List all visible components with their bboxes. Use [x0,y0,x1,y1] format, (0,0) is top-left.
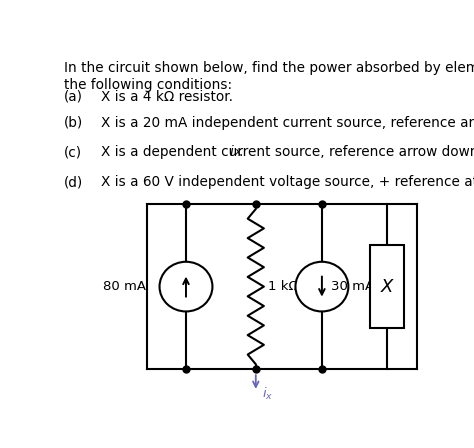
Text: .: . [238,145,243,159]
Text: X: X [381,278,393,296]
Text: x: x [234,147,241,157]
Text: X is a dependent current source, reference arrow downward, labelled 2: X is a dependent current source, referen… [101,145,474,159]
Text: (a): (a) [64,90,83,104]
Circle shape [160,262,212,311]
Text: In the circuit shown below, find the power absorbed by element X for
the followi: In the circuit shown below, find the pow… [64,61,474,91]
Text: X is a 4 kΩ resistor.: X is a 4 kΩ resistor. [101,90,234,104]
Text: (b): (b) [64,116,83,130]
Text: 80 mA: 80 mA [102,280,146,293]
Text: X is a 60 V independent voltage source, + reference at top.: X is a 60 V independent voltage source, … [101,175,474,189]
Bar [370,245,404,328]
Text: X is a 20 mA independent current source, reference arrow downward.: X is a 20 mA independent current source,… [101,116,474,130]
Text: i: i [229,145,233,159]
Text: 1 kΩ: 1 kΩ [267,280,298,293]
Text: $i_x$: $i_x$ [263,386,273,402]
Circle shape [295,262,348,311]
Text: 30 mA: 30 mA [331,280,374,293]
Text: (c): (c) [64,145,82,159]
Text: (d): (d) [64,175,83,189]
